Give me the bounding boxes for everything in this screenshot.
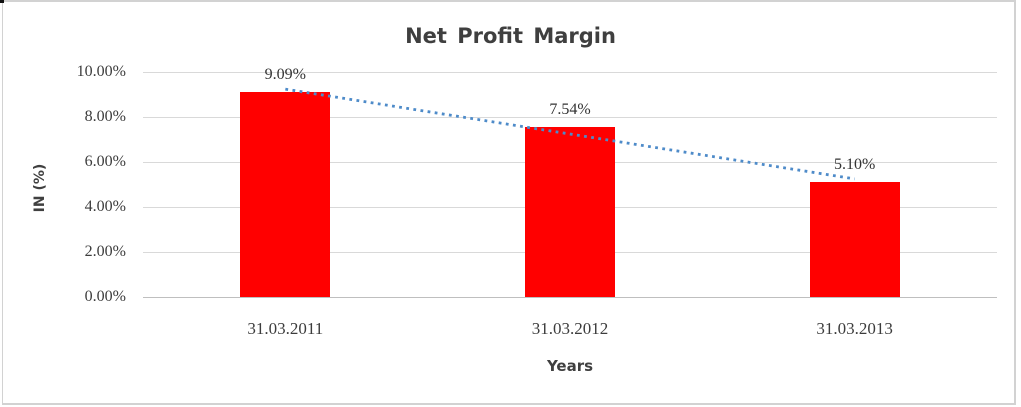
y-axis-tick-label: 4.00%	[84, 198, 126, 215]
data-label: 5.10%	[833, 156, 876, 174]
bar	[809, 182, 900, 297]
x-axis-line	[143, 296, 997, 298]
bar	[525, 127, 615, 297]
category-label: 31.03.2012	[531, 319, 609, 338]
x-axis-title: Years	[546, 357, 594, 375]
category-label: 31.03.2013	[816, 319, 893, 338]
y-axis-tick-label: 8.00%	[84, 108, 126, 125]
category-label: 31.03.2011	[247, 319, 324, 338]
y-axis-title: IN (%)	[32, 163, 48, 213]
data-label: 7.54%	[549, 101, 591, 119]
data-label: 9.09%	[264, 66, 306, 84]
y-axis-tick-label: 0.00%	[84, 288, 126, 305]
chart-title: Net Profit Margin	[405, 24, 616, 48]
y-axis-tick-label: 2.00%	[84, 243, 126, 260]
corner-mark	[0, 0, 4, 3]
y-axis-tick-label: 10.00%	[76, 63, 126, 80]
gridline	[143, 71, 997, 73]
y-axis-tick-label: 6.00%	[84, 153, 126, 170]
bar	[240, 92, 331, 297]
